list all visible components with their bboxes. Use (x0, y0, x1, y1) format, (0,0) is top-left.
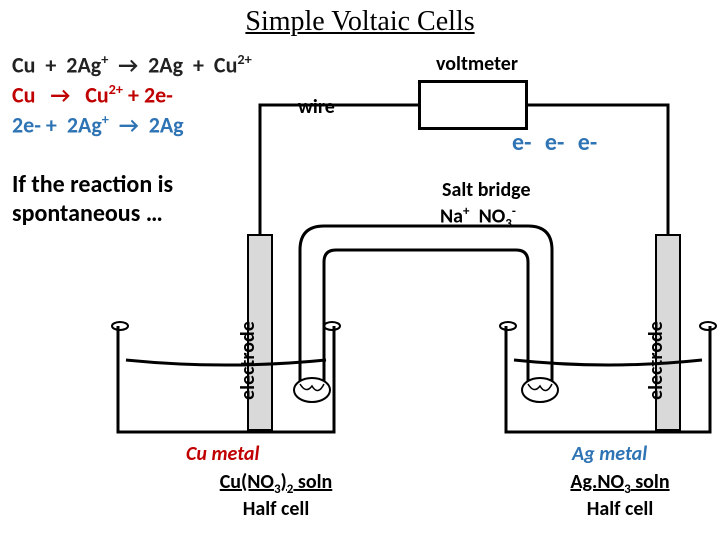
cu-half: Half cell (186, 497, 366, 521)
wire-right (528, 105, 668, 235)
salt-bridge-inner (324, 250, 528, 390)
wire-left (260, 105, 418, 235)
ag-halfcell-label: Ag.NO3 soln Half cell (540, 470, 700, 521)
ag-metal-label: Ag metal (572, 442, 647, 466)
electrode-label-cu: electrode (236, 321, 260, 400)
beaker-right (500, 322, 716, 432)
cu-soln: Cu(NO3)2 soln (186, 470, 366, 497)
ag-half: Half cell (540, 497, 700, 521)
beaker-left (112, 322, 340, 432)
cu-halfcell-label: Cu(NO3)2 soln Half cell (186, 470, 366, 521)
ag-soln: Ag.NO3 soln (540, 470, 700, 497)
salt-plug-right (522, 378, 558, 402)
cu-metal-label: Cu metal (186, 442, 259, 466)
salt-plug-left (294, 378, 330, 402)
electrode-label-ag: electrode (644, 321, 668, 400)
